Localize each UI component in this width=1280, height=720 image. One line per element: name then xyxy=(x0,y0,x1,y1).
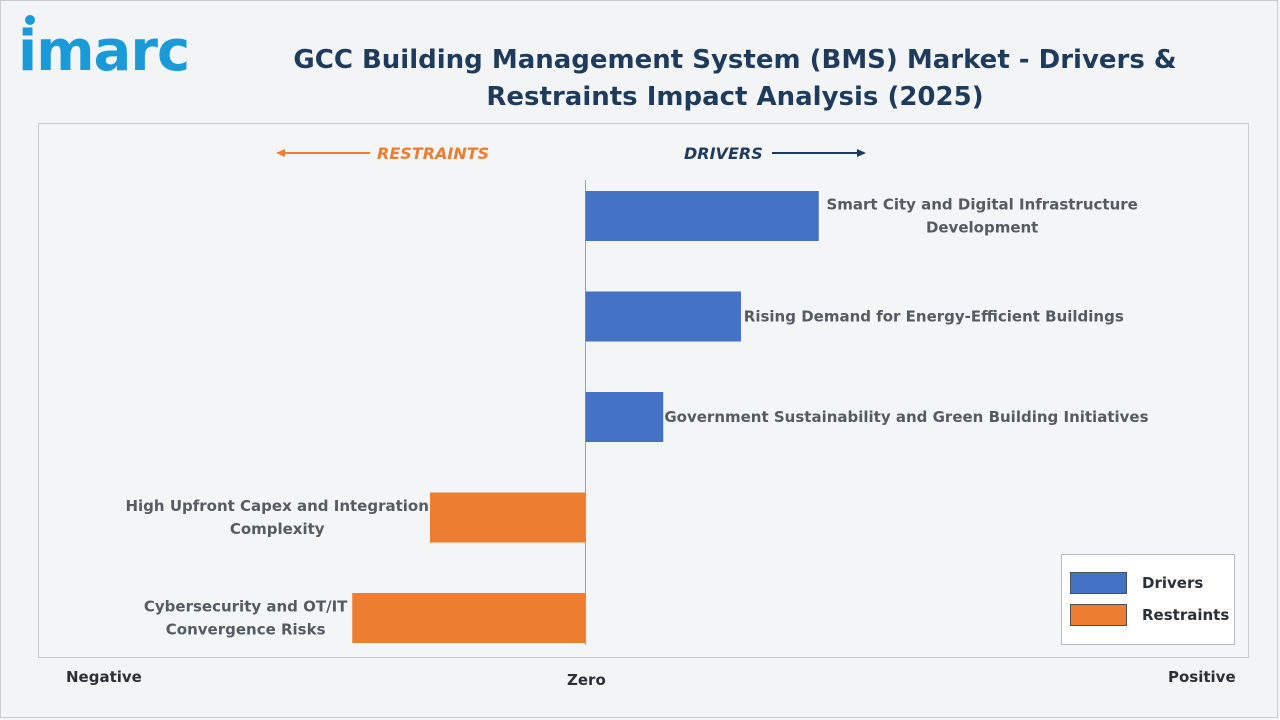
bar-restraint-5 xyxy=(352,593,586,643)
bar-driver-1 xyxy=(585,191,819,241)
category-label-4: High Upfront Capex and Integration Comple… xyxy=(125,497,428,538)
drivers-arrow-head xyxy=(857,149,866,157)
logo-dot xyxy=(25,15,35,25)
restraints-direction-label: RESTRAINTS xyxy=(377,144,489,163)
category-labels-group: Smart City and Digital Infrastructure Dev… xyxy=(125,196,1148,639)
axis-negative-label: Negative xyxy=(66,668,142,686)
category-label-3: Government Sustainability and Green Buil… xyxy=(664,408,1148,426)
bar-driver-3 xyxy=(585,392,664,442)
restraints-arrow-head xyxy=(276,149,285,157)
axis-zero-label: Zero xyxy=(567,671,606,689)
chart-title: GCC Building Management System (BMS) Mar… xyxy=(293,45,1177,112)
category-label-2: Rising Demand for Energy-Efficient Build… xyxy=(744,308,1124,326)
legend: Drivers Restraints xyxy=(1061,554,1235,645)
category-label-1: Smart City and Digital Infrastructure Dev… xyxy=(826,196,1137,237)
category-label-5: Cybersecurity and OT/IT Convergence Risks xyxy=(144,598,348,639)
legend-item-drivers: Drivers xyxy=(1070,571,1203,595)
logo-text: imarc xyxy=(18,19,190,84)
bar-driver-2 xyxy=(585,291,741,342)
legend-swatch-restraints xyxy=(1070,604,1127,626)
drivers-direction-label: DRIVERS xyxy=(684,144,763,163)
bars-group xyxy=(352,191,819,643)
imarc-logo: imarc xyxy=(18,24,190,80)
legend-label-restraints: Restraints xyxy=(1142,606,1230,624)
bar-restraint-4 xyxy=(430,492,586,543)
legend-item-restraints: Restraints xyxy=(1070,603,1229,627)
axis-positive-label: Positive xyxy=(1168,668,1236,686)
legend-label-drivers: Drivers xyxy=(1142,574,1204,592)
legend-swatch-drivers xyxy=(1070,572,1127,594)
